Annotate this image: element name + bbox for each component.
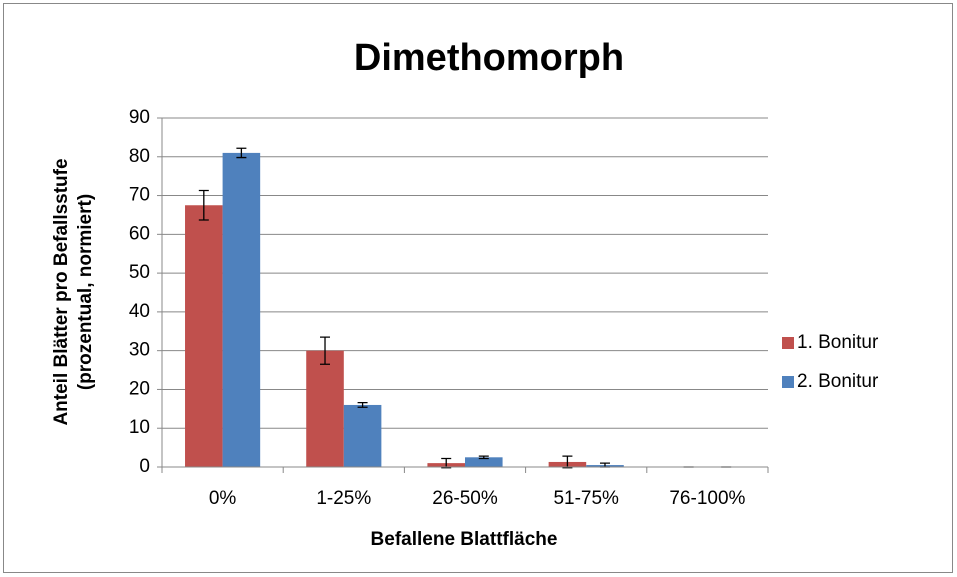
x-tick-label: 0%: [209, 488, 237, 509]
error-bar: [357, 401, 368, 408]
y-tick-label: 60: [129, 223, 150, 244]
y-tick-label: 70: [129, 185, 150, 206]
chart-title: Dimethomorph: [354, 37, 624, 79]
bar: [306, 350, 344, 467]
y-tick-label: 50: [129, 262, 150, 283]
x-axis-label: Befallene Blattfläche: [371, 529, 558, 550]
error-bar: [562, 455, 573, 469]
bar: [343, 404, 382, 467]
bar: [185, 205, 223, 467]
x-tick-label: 1-25%: [316, 488, 371, 509]
legend-label: 2. Bonitur: [797, 371, 879, 392]
legend-swatch: [782, 337, 794, 349]
y-axis-label: Anteil Blätter pro Befallsstufe: [51, 158, 72, 425]
legend-label: 1. Bonitur: [797, 332, 879, 353]
error-bar: [478, 455, 489, 460]
x-tick-label: 51-75%: [553, 488, 619, 509]
y-tick-label: 0: [139, 456, 150, 477]
x-tick-label: 26-50%: [432, 488, 498, 509]
legend-swatch: [782, 376, 794, 388]
error-bar: [198, 189, 209, 221]
bar: [222, 152, 261, 467]
y-axis-label: (prozentual, normiert): [75, 194, 96, 390]
y-tick-label: 80: [129, 146, 150, 167]
y-tick-label: 90: [129, 107, 150, 128]
error-bar: [236, 147, 247, 159]
error-bar: [320, 336, 331, 365]
y-tick-label: 40: [129, 301, 150, 322]
y-tick-label: 10: [129, 417, 150, 438]
x-tick-label: 76-100%: [669, 488, 745, 509]
y-tick-label: 20: [129, 378, 150, 399]
y-tick-label: 30: [129, 340, 150, 361]
error-bar: [441, 457, 452, 469]
bar: [465, 457, 503, 467]
